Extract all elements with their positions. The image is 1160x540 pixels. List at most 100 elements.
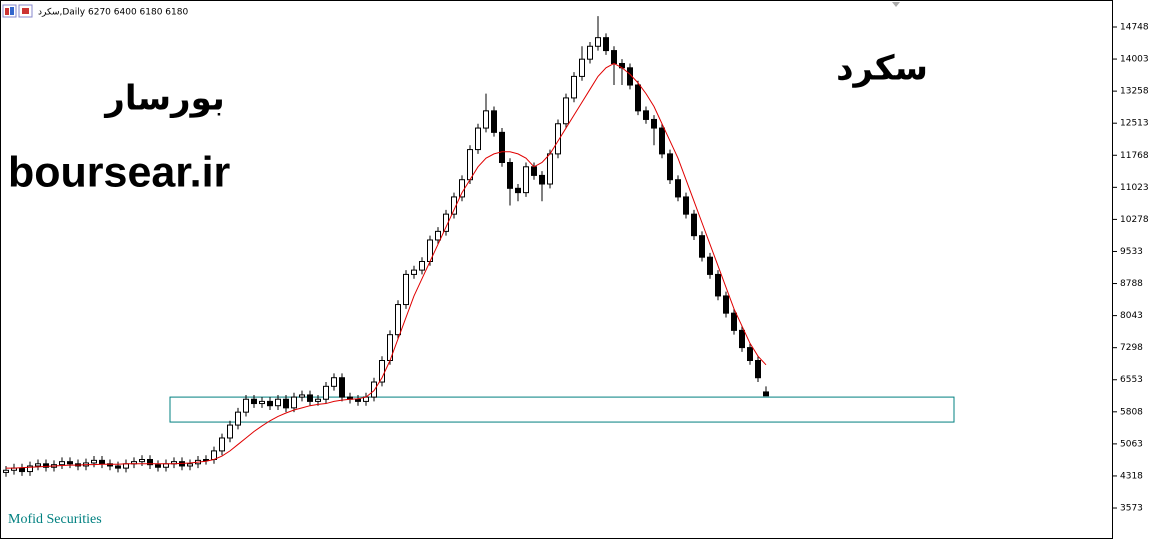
zone-box — [169, 396, 955, 423]
y-tick-label: 11768 — [1120, 151, 1149, 161]
y-tick-label: 12513 — [1120, 119, 1149, 129]
candle-body — [115, 465, 121, 469]
candle-body — [571, 75, 577, 99]
candle-body — [379, 360, 385, 383]
candle-body — [635, 84, 641, 112]
candle-body — [43, 463, 49, 468]
candle-body — [539, 174, 545, 185]
y-tick-label: 8043 — [1120, 311, 1143, 321]
candle-body — [307, 394, 313, 402]
candle-body — [99, 459, 105, 465]
candle-body — [643, 110, 649, 120]
candle-body — [291, 396, 297, 409]
candle-body — [243, 398, 249, 413]
shift-marker — [892, 2, 900, 7]
candle-body — [163, 463, 169, 468]
watermark: سکرد — [836, 49, 928, 89]
candle-body — [91, 459, 97, 464]
candle-body — [259, 400, 265, 405]
candle-body — [123, 463, 129, 469]
candle-body — [267, 400, 273, 407]
candle-body — [531, 166, 537, 176]
candle-body — [475, 127, 481, 151]
candle-body — [403, 273, 409, 306]
candle-body — [371, 381, 377, 398]
y-tick-label: 14748 — [1120, 22, 1149, 32]
candle-body — [611, 50, 617, 64]
candle-body — [227, 424, 233, 439]
candle-body — [755, 360, 761, 379]
candle-body — [579, 58, 585, 77]
y-tick-label: 11023 — [1120, 183, 1149, 193]
y-tick-label: 9533 — [1120, 247, 1143, 257]
candle-body — [187, 463, 193, 467]
y-tick-label: 13258 — [1120, 87, 1149, 97]
candle-body — [707, 256, 713, 275]
candle-body — [699, 235, 705, 258]
candle-body — [739, 329, 745, 349]
candle-body — [323, 385, 329, 400]
footer-label: Mofid Securities — [8, 512, 102, 527]
candle-body — [155, 464, 161, 468]
candle-body — [523, 166, 529, 194]
candle-body — [435, 230, 441, 241]
candle-body — [763, 391, 769, 397]
candle-body — [355, 398, 361, 402]
candle-body — [499, 131, 505, 163]
candle-body — [691, 213, 697, 237]
candle-body — [459, 179, 465, 198]
candle-body — [419, 260, 425, 271]
y-tick-label: 5808 — [1120, 407, 1143, 417]
watermark: بورسار — [103, 79, 224, 119]
candle-body — [659, 127, 665, 155]
chart-header: سکرد,Daily 6270 6400 6180 6180 — [38, 8, 188, 18]
candle-body — [331, 377, 337, 387]
candle-body — [283, 398, 289, 409]
y-tick-label: 3573 — [1120, 504, 1143, 514]
candle-body — [395, 304, 401, 336]
candle-body — [467, 149, 473, 181]
candle-body — [147, 459, 153, 466]
candle-body — [603, 37, 609, 52]
candle-body — [19, 467, 25, 473]
candle-body — [275, 398, 281, 407]
candle-body — [339, 377, 345, 398]
candle-body — [555, 123, 561, 155]
symbol-icon — [2, 4, 33, 18]
candle-body — [507, 161, 513, 189]
candle-body — [219, 437, 225, 452]
candle-body — [483, 110, 489, 129]
candle-body — [315, 398, 321, 402]
moving-average — [6, 62, 767, 469]
candle-body — [251, 398, 257, 405]
candle-body — [67, 461, 73, 465]
candle-body — [59, 461, 65, 466]
y-tick-label: 6553 — [1120, 375, 1143, 385]
candle-body — [203, 459, 209, 462]
y-tick-label: 10278 — [1120, 215, 1149, 225]
candle-body — [587, 45, 593, 60]
candle-body — [411, 269, 417, 275]
candle-body — [747, 347, 753, 362]
candle-body — [3, 469, 9, 473]
candle-body — [235, 411, 241, 426]
candle-body — [675, 179, 681, 198]
candle-body — [139, 459, 145, 463]
y-tick-label: 4318 — [1120, 471, 1143, 481]
y-tick-label: 5063 — [1120, 439, 1143, 449]
candle-body — [715, 273, 721, 297]
watermark: boursear.ir — [8, 148, 231, 196]
candle-body — [595, 37, 601, 47]
y-tick-label: 8788 — [1120, 279, 1143, 289]
candle-body — [515, 187, 521, 194]
candle-body — [299, 394, 305, 398]
candle-body — [723, 295, 729, 314]
plot-border — [0, 0, 1113, 539]
candle-body — [35, 463, 41, 467]
candle-body — [667, 153, 673, 181]
candle-body — [27, 465, 33, 473]
y-tick-label: 14003 — [1120, 55, 1149, 65]
y-tick-label: 7298 — [1120, 343, 1143, 353]
